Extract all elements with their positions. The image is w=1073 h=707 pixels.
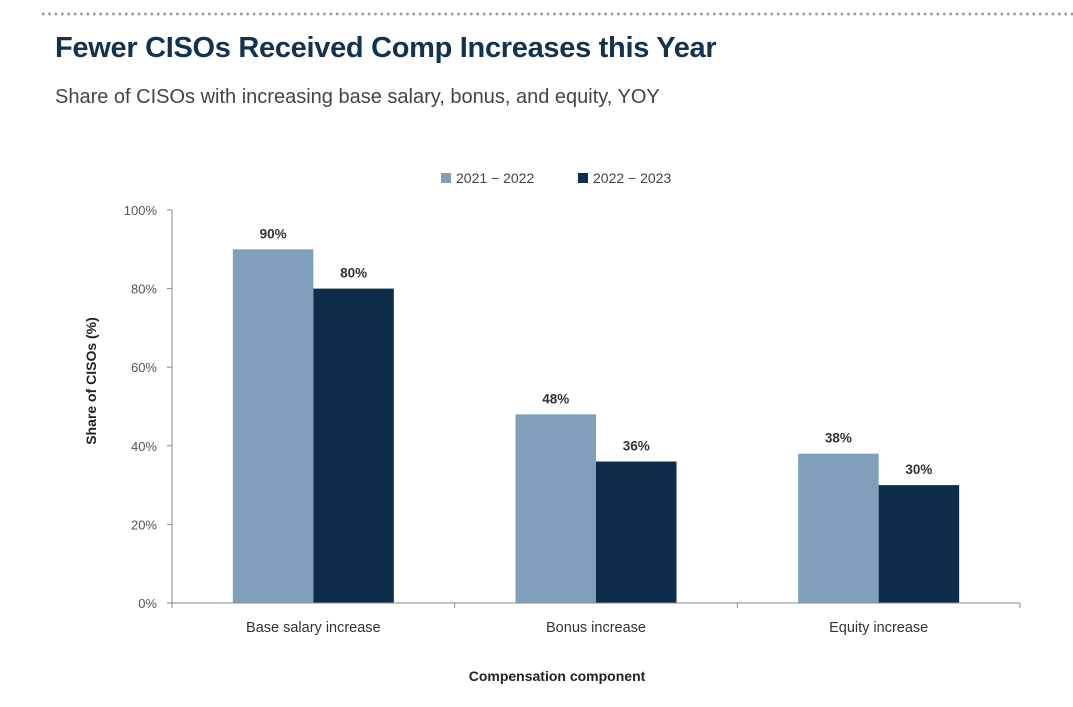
data-label: 80% — [340, 266, 367, 281]
data-label: 90% — [260, 226, 287, 241]
y-tick-label: 80% — [131, 282, 157, 297]
x-category-label: Base salary increase — [246, 620, 381, 636]
data-label: 48% — [542, 391, 569, 406]
data-label: 30% — [905, 462, 932, 477]
chart-title: Fewer CISOs Received Comp Increases this… — [55, 32, 717, 64]
legend-swatch-2022-2023 — [578, 173, 588, 183]
legend-swatch-2021-2022 — [441, 173, 451, 183]
bar-2021-2022 — [798, 453, 879, 603]
y-axis-title: Share of CISOs (%) — [83, 317, 99, 445]
bar-2022-2023 — [596, 461, 677, 603]
y-tick-label: 40% — [131, 439, 157, 454]
x-category-label: Equity increase — [829, 620, 928, 636]
data-label: 36% — [623, 439, 650, 454]
bars: 90% 80% 48% 36% 38% 30% — [232, 226, 960, 604]
x-category-label: Bonus increase — [546, 620, 646, 636]
legend-label-2021-2022: 2021 − 2022 — [456, 170, 534, 186]
y-tick-label: 0% — [138, 596, 157, 611]
y-axis: 0% 20% 40% 60% 80% 100% — [124, 203, 173, 611]
bar-2022-2023 — [878, 485, 960, 603]
legend: 2021 − 2022 2022 − 2023 — [441, 170, 671, 186]
bar-2021-2022 — [515, 414, 596, 603]
dotted-divider — [40, 12, 1073, 16]
bar-2022-2023 — [313, 288, 394, 603]
legend-label-2022-2023: 2022 − 2023 — [593, 170, 671, 186]
y-tick-label: 100% — [124, 203, 158, 218]
y-tick-label: 60% — [131, 360, 157, 375]
data-label: 38% — [825, 431, 852, 446]
x-axis: Base salary increase Bonus increase Equity… — [171, 602, 1021, 636]
bar-2021-2022 — [232, 249, 314, 604]
y-tick-label: 20% — [131, 517, 157, 532]
x-axis-title: Compensation component — [469, 668, 646, 684]
chart-subtitle: Share of CISOs with increasing base sala… — [55, 86, 660, 108]
